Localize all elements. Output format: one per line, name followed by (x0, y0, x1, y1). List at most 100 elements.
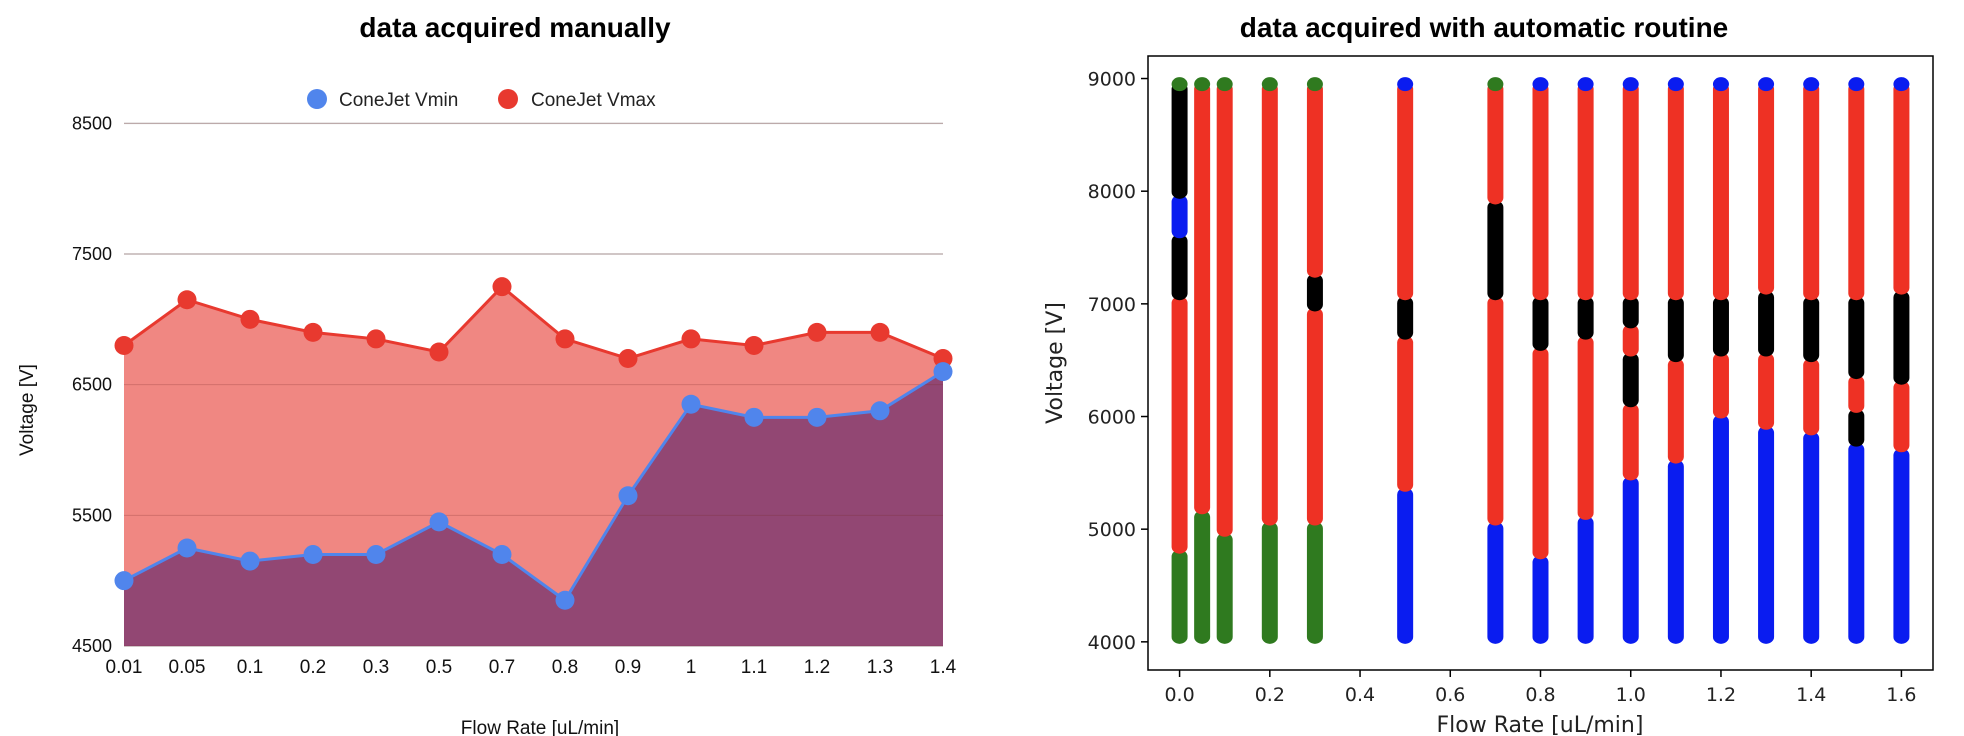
scatter-segment-red (1893, 82, 1910, 295)
scatter-segment-blue (1487, 521, 1504, 644)
point-vmax (303, 322, 323, 342)
y-tick-label: 7500 (72, 244, 112, 264)
series-lines (123, 284, 944, 603)
y-tick-label: 4000 (1088, 632, 1136, 654)
top-marker-blue (1532, 77, 1549, 92)
top-marker-blue (1577, 77, 1594, 92)
top-marker-blue (1712, 77, 1729, 92)
point-vmin (303, 545, 323, 565)
y-tick-label: 4500 (72, 636, 112, 656)
top-marker-blue (1758, 77, 1775, 92)
scatter-segment-blue (1667, 459, 1684, 644)
scatter-segment-black (1893, 290, 1910, 385)
scatter-segment-black (1306, 273, 1323, 312)
scatter-segment-red (1848, 82, 1865, 301)
top-marker-green (1171, 77, 1188, 92)
x-tick-label: 1.6 (1886, 684, 1916, 706)
scatter-segment-black (1667, 296, 1684, 363)
area-vmin (124, 371, 943, 646)
point-vmax (744, 335, 764, 355)
point-vmax (177, 290, 197, 310)
scatter-columns (1171, 82, 1910, 644)
automatic-chart-panel: data acquired with automatic routine 400… (1000, 0, 1964, 736)
y-tick-label: 8000 (1088, 181, 1136, 203)
point-vmin (618, 486, 638, 506)
legend-marker-vmin (307, 89, 327, 109)
x-tick-label: 1.4 (930, 657, 957, 678)
x-tick-label: 0.6 (1435, 684, 1465, 706)
scatter-segment-red (1216, 82, 1233, 537)
x-tick-label: 0.3 (363, 657, 389, 678)
manual-chart-title: data acquired manually (359, 12, 671, 43)
point-vmax (807, 322, 827, 342)
scatter-segment-red (1397, 335, 1414, 492)
x-tick-label: 0.9 (615, 657, 641, 678)
scatter-segment-green (1194, 510, 1211, 644)
x-tick-label: 0.8 (552, 657, 578, 678)
scatter-segment-blue (1171, 194, 1188, 239)
scatter-segment-red (1803, 82, 1820, 301)
automatic-chart: 4000 5000 6000 7000 8000 9000 0.0 0.2 0.4 0.6 0.8… (1043, 55, 1934, 736)
point-vmin (555, 590, 575, 610)
x-tick-label: 0.05 (169, 657, 206, 678)
scatter-segment-blue (1803, 431, 1820, 644)
scatter-segment-green (1171, 549, 1188, 644)
series-line-vmin (123, 370, 944, 603)
point-vmin (933, 362, 953, 382)
legend-label-vmin: ConeJet Vmin (339, 90, 458, 111)
scatter-segment-red (1622, 82, 1639, 301)
y-tick-label: 9000 (1088, 69, 1136, 91)
scatter-segment-red (1667, 82, 1684, 301)
scatter-segment-green (1216, 532, 1233, 644)
point-vmin (429, 512, 449, 532)
scatter-segment-red (1532, 82, 1549, 301)
x-tick-label: 0.0 (1164, 684, 1194, 706)
legend-label-vmax: ConeJet Vmax (531, 90, 656, 111)
scatter-segment-green (1261, 521, 1278, 644)
legend: ConeJet Vmin ConeJet Vmax (307, 89, 656, 111)
scatter-segment-red (1803, 358, 1820, 436)
point-vmin (177, 538, 197, 558)
y-tick-label: 5500 (72, 505, 112, 525)
point-vmax (366, 329, 386, 349)
point-vmin (807, 407, 827, 427)
point-vmax (870, 322, 890, 342)
point-vmin (744, 407, 764, 427)
x-tick-label: 0.01 (106, 657, 143, 678)
x-tick-label: 1.2 (804, 657, 830, 678)
scatter-segment-red (1487, 82, 1504, 205)
scatter-segment-blue (1893, 448, 1910, 644)
scatter-segment-red (1712, 82, 1729, 301)
scatter-segment-red (1487, 296, 1504, 526)
scatter-segment-red (1306, 307, 1323, 526)
top-markers (1171, 77, 1910, 92)
point-vmin (366, 545, 386, 565)
point-vmax (240, 309, 260, 329)
scatter-segment-black (1622, 296, 1639, 329)
x-tick-label: 0.4 (1345, 684, 1375, 706)
legend-marker-vmax (498, 89, 518, 109)
top-marker-blue (1397, 77, 1414, 92)
y-ticks: 4000 5000 6000 7000 8000 9000 (1088, 69, 1148, 654)
top-marker-green (1194, 77, 1211, 92)
x-tick-label: 0.2 (1255, 684, 1285, 706)
scatter-segment-black (1848, 408, 1865, 447)
scatter-segment-black (1622, 352, 1639, 408)
scatter-segment-blue (1848, 442, 1865, 644)
scatter-segment-red (1758, 82, 1775, 295)
y-axis-label: Voltage [V] (1043, 302, 1068, 424)
scatter-segment-black (1803, 296, 1820, 363)
x-tick-label: 0.2 (300, 657, 326, 678)
top-marker-blue (1893, 77, 1910, 92)
scatter-segment-red (1712, 352, 1729, 419)
scatter-segment-red (1171, 296, 1188, 554)
scatter-segment-red (1397, 82, 1414, 301)
scatter-segment-black (1487, 200, 1504, 301)
manual-chart-panel: data acquired manually 4500 5500 6500 7500 8… (17, 12, 957, 736)
top-marker-green (1306, 77, 1323, 92)
scatter-segment-blue (1712, 414, 1729, 644)
x-tick-label: 1.4 (1796, 684, 1826, 706)
scatter-segment-red (1577, 335, 1594, 520)
point-vmin (492, 545, 512, 565)
